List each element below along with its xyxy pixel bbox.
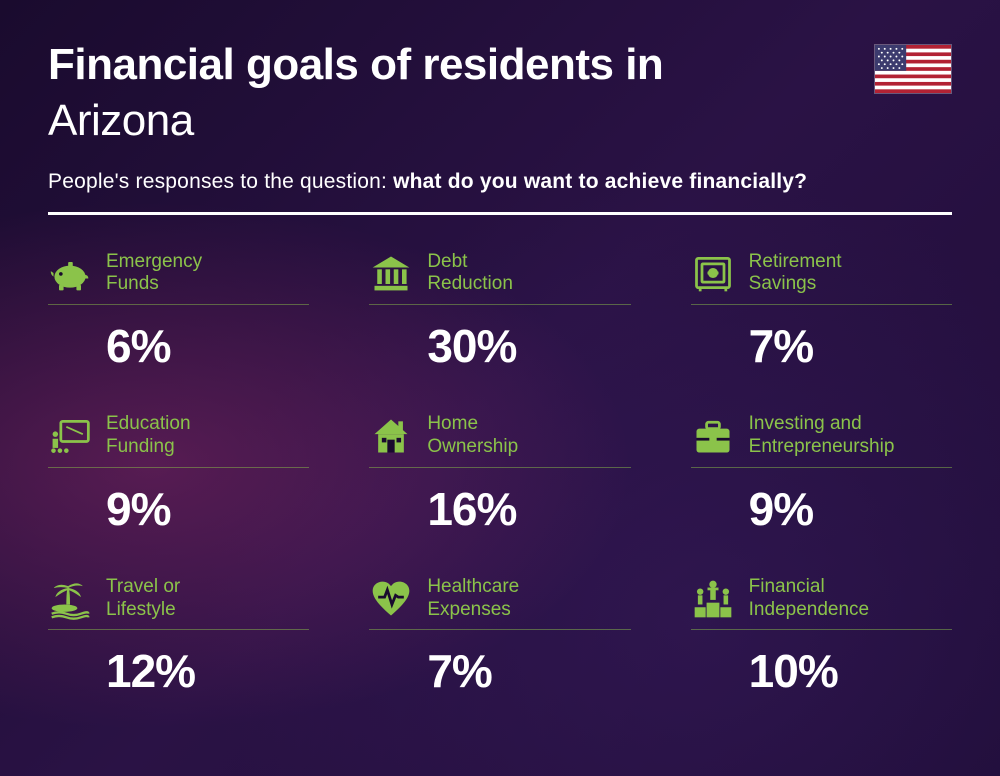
stat-value: 7% bbox=[749, 319, 952, 373]
stat-value: 9% bbox=[106, 482, 309, 536]
stats-grid: EmergencyFunds 6% DebtReduction 30% Reti… bbox=[48, 251, 952, 699]
stat-emergency-funds: EmergencyFunds 6% bbox=[48, 251, 309, 374]
stat-label: HealthcareExpenses bbox=[427, 576, 519, 622]
stat-head: FinancialIndependence bbox=[691, 576, 952, 631]
stat-value: 9% bbox=[749, 482, 952, 536]
page-title-line2: Arizona bbox=[48, 93, 952, 148]
podium-icon bbox=[691, 577, 735, 621]
stat-investing-entrepreneurship: Investing andEntrepreneurship 9% bbox=[691, 413, 952, 536]
education-icon bbox=[48, 414, 92, 458]
stat-value: 12% bbox=[106, 644, 309, 698]
briefcase-icon bbox=[691, 414, 735, 458]
stat-head: EmergencyFunds bbox=[48, 251, 309, 306]
stat-head: EducationFunding bbox=[48, 413, 309, 468]
page-title-line1: Financial goals of residents in bbox=[48, 40, 952, 91]
stat-value: 30% bbox=[427, 319, 630, 373]
stat-education-funding: EducationFunding 9% bbox=[48, 413, 309, 536]
safe-icon bbox=[691, 251, 735, 295]
subtitle-prefix: People's responses to the question: bbox=[48, 170, 393, 193]
house-icon bbox=[369, 414, 413, 458]
stat-debt-reduction: DebtReduction 30% bbox=[369, 251, 630, 374]
subtitle-bold: what do you want to achieve financially? bbox=[393, 170, 807, 193]
stat-financial-independence: FinancialIndependence 10% bbox=[691, 576, 952, 699]
stat-travel-lifestyle: Travel orLifestyle 12% bbox=[48, 576, 309, 699]
stat-label: Travel orLifestyle bbox=[106, 576, 180, 622]
stat-value: 7% bbox=[427, 644, 630, 698]
stat-value: 16% bbox=[427, 482, 630, 536]
stat-home-ownership: HomeOwnership 16% bbox=[369, 413, 630, 536]
stat-value: 6% bbox=[106, 319, 309, 373]
stat-head: DebtReduction bbox=[369, 251, 630, 306]
subtitle: People's responses to the question: what… bbox=[48, 170, 952, 194]
stat-label: EducationFunding bbox=[106, 413, 191, 459]
stat-value: 10% bbox=[749, 644, 952, 698]
stat-label: Investing andEntrepreneurship bbox=[749, 413, 895, 459]
stat-label: RetirementSavings bbox=[749, 251, 842, 297]
stat-healthcare-expenses: HealthcareExpenses 7% bbox=[369, 576, 630, 699]
header-divider bbox=[48, 212, 952, 215]
us-flag-icon bbox=[874, 44, 952, 94]
stat-head: Travel orLifestyle bbox=[48, 576, 309, 631]
stat-label: EmergencyFunds bbox=[106, 251, 202, 297]
heart-pulse-icon bbox=[369, 577, 413, 621]
stat-head: HealthcareExpenses bbox=[369, 576, 630, 631]
stat-retirement-savings: RetirementSavings 7% bbox=[691, 251, 952, 374]
stat-label: FinancialIndependence bbox=[749, 576, 869, 622]
piggy-bank-icon bbox=[48, 251, 92, 295]
palm-tree-icon bbox=[48, 577, 92, 621]
stat-head: RetirementSavings bbox=[691, 251, 952, 306]
bank-icon bbox=[369, 251, 413, 295]
header: Financial goals of residents in Arizona … bbox=[48, 40, 952, 215]
stat-head: HomeOwnership bbox=[369, 413, 630, 468]
stat-label: DebtReduction bbox=[427, 251, 513, 297]
stat-head: Investing andEntrepreneurship bbox=[691, 413, 952, 468]
stat-label: HomeOwnership bbox=[427, 413, 518, 459]
